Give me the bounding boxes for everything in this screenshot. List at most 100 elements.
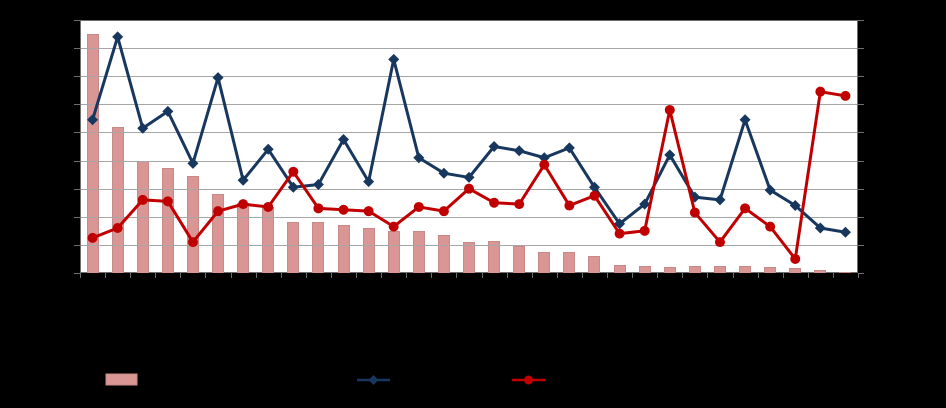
navy-diamond-marker [287, 181, 299, 193]
navy-diamond-marker [714, 194, 726, 206]
x-axis-tick [607, 273, 609, 278]
navy-diamond-marker [137, 122, 149, 134]
bar [412, 230, 425, 273]
red-circle-marker [614, 228, 625, 239]
navy-line-path [91, 35, 846, 234]
navy-diamond-marker [488, 141, 500, 152]
x-axis-tick [682, 273, 684, 278]
red-circle-marker [714, 237, 725, 248]
bar [312, 222, 325, 273]
navy-diamond-marker [789, 200, 801, 212]
navy-diamond-marker [839, 226, 851, 238]
h-gridline [81, 216, 857, 218]
y-axis-tick-right [858, 188, 864, 190]
navy-diamond-marker [212, 72, 224, 84]
x-axis-tick [330, 273, 332, 278]
navy-diamond-marker [563, 142, 575, 154]
bar [588, 256, 601, 273]
red-circle-marker [464, 183, 474, 194]
navy-diamond-marker [588, 181, 600, 193]
legend-bar-swatch [105, 373, 138, 386]
y-axis-tick-right [858, 48, 864, 50]
bar [111, 126, 124, 273]
red-circle-marker [238, 199, 249, 210]
x-axis-tick [832, 273, 834, 278]
h-gridline [81, 48, 857, 50]
x-axis-tick [657, 273, 659, 278]
red-circle-marker [413, 201, 424, 212]
x-axis-tick [506, 273, 508, 278]
red-circle-marker [162, 196, 173, 207]
red-circle-marker [363, 206, 374, 217]
y-axis-tick-left [74, 48, 80, 50]
bar [739, 265, 752, 273]
x-axis-tick [381, 273, 383, 278]
red-circle-marker [589, 190, 600, 201]
bar [613, 264, 626, 273]
red-circle-marker [112, 223, 123, 234]
navy-diamond-marker [538, 152, 550, 164]
red-circle-marker [438, 206, 449, 217]
legend-navy-diamond [368, 375, 379, 385]
navy-diamond-marker [112, 31, 124, 43]
bar [563, 251, 576, 273]
navy-diamond-marker [363, 176, 375, 188]
x-axis-tick [255, 273, 257, 278]
navy-diamond-marker [639, 198, 651, 210]
navy-diamond-marker [739, 114, 751, 126]
navy-diamond-marker [312, 178, 324, 190]
navy-diamond-marker [237, 174, 249, 186]
x-axis-tick [205, 273, 207, 278]
h-gridline [81, 160, 857, 162]
x-axis-tick [280, 273, 282, 278]
x-axis-tick [431, 273, 433, 278]
bar [488, 240, 501, 273]
red-circle-marker [514, 199, 525, 210]
bar [513, 246, 526, 273]
red-circle-marker [664, 104, 675, 115]
x-axis-tick [531, 273, 533, 278]
bar [713, 265, 726, 273]
navy-diamond-marker [664, 149, 676, 161]
red-circle-marker [313, 203, 324, 214]
red-circle-marker [564, 200, 575, 211]
red-circle-marker [263, 201, 274, 212]
x-axis-tick [406, 273, 408, 278]
navy-diamond-marker [438, 167, 450, 179]
bar [186, 176, 199, 273]
navy-diamond-marker [413, 152, 425, 164]
x-axis-tick [305, 273, 307, 278]
h-gridline [81, 104, 857, 106]
bar [437, 235, 450, 273]
x-axis-tick [707, 273, 709, 278]
x-axis-tick [757, 273, 759, 278]
x-axis-tick [356, 273, 358, 278]
h-gridline [81, 132, 857, 134]
x-axis-tick [80, 273, 81, 278]
navy-diamond-marker [162, 105, 174, 117]
y-axis-tick-left [74, 20, 80, 21]
legend-red-circle [524, 375, 533, 385]
y-axis-tick-left [74, 76, 80, 78]
bar [362, 228, 375, 273]
x-axis-tick [105, 273, 107, 278]
x-axis-tick [180, 273, 182, 278]
red-circle-marker [815, 86, 826, 97]
y-axis-tick-right [858, 273, 864, 274]
y-axis-tick-right [858, 76, 864, 78]
bar [789, 267, 802, 273]
y-axis-tick-right [858, 160, 864, 162]
y-axis-tick-right [858, 20, 864, 21]
h-gridline [81, 76, 857, 78]
y-axis-tick-right [858, 104, 864, 106]
navy-diamond-marker [463, 171, 475, 183]
red-circle-marker [213, 206, 224, 217]
red-circle-marker [187, 237, 198, 248]
x-axis-tick [858, 273, 859, 278]
bar [287, 222, 300, 273]
x-axis-tick [230, 273, 232, 278]
bar [463, 242, 475, 273]
navy-diamond-marker [87, 114, 99, 126]
y-axis-tick-left [74, 244, 80, 246]
